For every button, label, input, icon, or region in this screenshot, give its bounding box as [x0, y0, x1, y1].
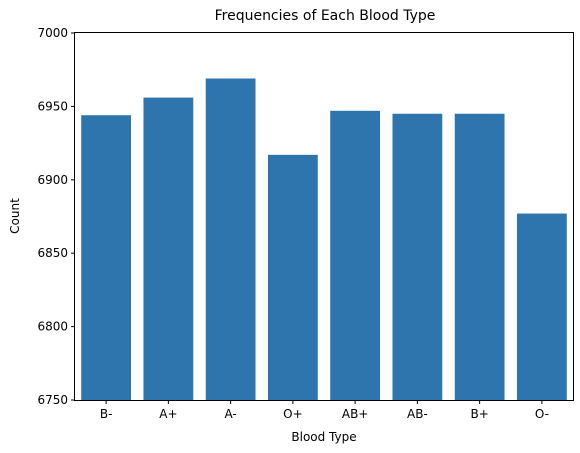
y-tick-label-7000: 7000 [37, 26, 68, 40]
bar-AB- [392, 113, 443, 401]
x-tick-label-AB-: AB- [407, 407, 428, 421]
x-tick-label-B+: B+ [470, 407, 488, 421]
x-tick-label-A-: A- [224, 407, 236, 421]
x-tick-label-O+: O+ [283, 407, 303, 421]
bar-A+ [143, 97, 194, 400]
bar-O- [516, 213, 567, 400]
chart-title: Frequencies of Each Blood Type [215, 8, 436, 24]
bar-B- [81, 115, 132, 401]
x-tick-label-O-: O- [535, 407, 549, 421]
x-tick-label-AB+: AB+ [342, 407, 369, 421]
bar-O+ [267, 154, 318, 400]
y-axis-label: Count [8, 198, 22, 234]
x-tick-label-B-: B- [100, 407, 113, 421]
y-tick-label-6850: 6850 [37, 246, 68, 260]
y-tick-label-6750: 6750 [37, 393, 68, 407]
plot-frame [74, 32, 574, 401]
x-tick-label-A+: A+ [159, 407, 177, 421]
y-tick-label-6900: 6900 [37, 173, 68, 187]
y-tick-label-6950: 6950 [37, 99, 68, 113]
bar-A- [205, 78, 256, 400]
bar-AB+ [330, 110, 381, 401]
y-tick-label-6800: 6800 [37, 320, 68, 334]
x-axis-label: Blood Type [291, 430, 356, 444]
bar-B+ [454, 113, 505, 401]
